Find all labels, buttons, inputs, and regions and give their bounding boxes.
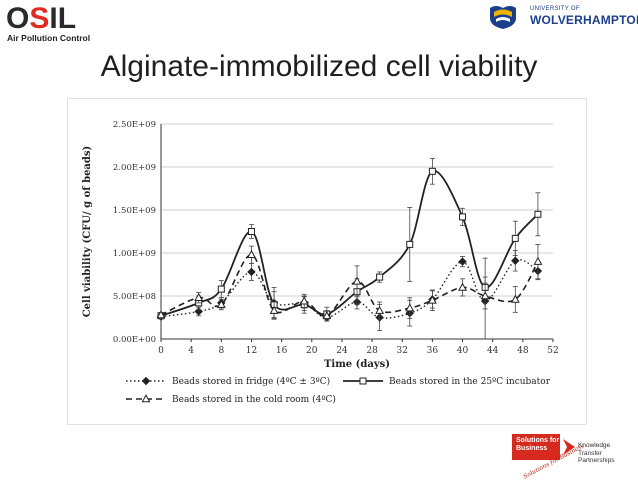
data-point-triangle xyxy=(299,296,309,305)
x-tick-label: 36 xyxy=(427,346,439,356)
series-dashed xyxy=(156,243,543,322)
x-tick-label: 16 xyxy=(276,346,288,356)
legend-label: Beads stored in the 25ºC incubator xyxy=(389,377,551,387)
data-point-diamond xyxy=(511,256,520,265)
y-tick-label: 5.00E+08 xyxy=(113,292,156,302)
ktp-text: Knowledge Transfer Partnerships xyxy=(578,442,638,465)
data-point-square xyxy=(511,234,519,242)
data-point-square xyxy=(247,228,255,235)
data-point-triangle xyxy=(352,276,362,285)
data-point-triangle xyxy=(141,394,151,403)
data-point-triangle xyxy=(458,282,467,291)
x-tick-label: 44 xyxy=(487,346,499,356)
data-point-triangle xyxy=(427,295,437,304)
y-tick-label: 0.00E+00 xyxy=(113,335,156,345)
uow-university-of: UNIVERSITY OF xyxy=(530,6,580,12)
x-tick-label: 52 xyxy=(547,346,558,356)
legend-entry: Beads stored in fridge (4ºC ± 3ºC) xyxy=(126,376,330,387)
ktp-logo: Solutions for Business Solutions for Bus… xyxy=(512,434,638,480)
osil-logo: OSIL Air Pollution Control xyxy=(6,4,106,46)
y-tick-label: 1.00E+09 xyxy=(113,249,156,259)
osil-logo-wordmark: OSIL xyxy=(6,2,77,35)
series-line xyxy=(160,258,539,319)
ktp-line-knowledge: Knowledge xyxy=(578,442,611,449)
x-tick-label: 24 xyxy=(336,346,348,356)
data-point-triangle xyxy=(194,292,204,302)
data-point-square xyxy=(428,167,436,175)
data-point-square xyxy=(359,377,367,385)
data-point-triangle xyxy=(510,294,520,303)
data-point-triangle xyxy=(480,291,490,300)
data-point-diamond xyxy=(141,376,151,386)
uow-crest-icon xyxy=(490,6,516,29)
x-tick-label: 4 xyxy=(188,346,194,356)
ktp-line-partnerships: Partnerships xyxy=(578,457,615,464)
ktp-arrow-icon xyxy=(563,439,575,455)
osil-tagline: Air Pollution Control xyxy=(7,33,91,43)
x-tick-label: 0 xyxy=(158,346,164,356)
x-tick-label: 12 xyxy=(246,346,257,356)
uow-logo: UNIVERSITY OF WOLVERHAMPTON xyxy=(488,4,638,30)
data-point-square xyxy=(534,210,542,218)
data-point-diamond xyxy=(247,267,256,277)
y-axis-label: Cell viability (CFU/ g of beads) xyxy=(82,146,93,318)
data-point-triangle xyxy=(533,256,543,265)
chart-frame: 0.00E+00 5.00E+08 1.00E+09 1.50E+09 2.00E+09… xyxy=(67,98,587,425)
slide-title: Alginate-immobilized cell viability xyxy=(100,50,538,83)
y-tick-label: 2.00E+09 xyxy=(113,163,156,173)
legend-entry: Beads stored in the 25ºC incubator xyxy=(343,377,551,387)
data-point-triangle xyxy=(405,303,415,312)
x-tick-label: 8 xyxy=(218,346,224,356)
data-point-triangle xyxy=(216,299,226,308)
legend-label: Beads stored in the cold room (4ºC) xyxy=(172,394,336,405)
legend-entry: Beads stored in the cold room (4ºC) xyxy=(126,394,336,405)
data-point-triangle xyxy=(156,310,166,319)
x-tick-label: 48 xyxy=(517,346,529,356)
x-tick-label: 20 xyxy=(306,346,318,356)
x-tick-label: 28 xyxy=(366,346,378,356)
data-point-triangle xyxy=(247,249,256,259)
viability-chart: 0.00E+00 5.00E+08 1.00E+09 1.50E+09 2.00E+09… xyxy=(82,120,559,405)
data-point-diamond xyxy=(458,257,467,266)
legend-label: Beads stored in fridge (4ºC ± 3ºC) xyxy=(172,376,330,387)
uow-wolverhampton: WOLVERHAMPTON xyxy=(530,13,638,27)
x-axis-label: Time (days) xyxy=(324,359,390,370)
data-point-square xyxy=(217,285,225,293)
data-point-triangle xyxy=(269,305,279,314)
data-point-square xyxy=(406,240,414,248)
y-tick-label: 2.50E+09 xyxy=(113,120,156,130)
solutions-for-business-badge: Solutions for Business xyxy=(512,434,560,460)
x-tick-label: 32 xyxy=(397,346,408,356)
data-point-triangle xyxy=(322,310,332,320)
osil-logo-text: OSIL xyxy=(6,4,76,34)
data-point-square xyxy=(376,273,384,281)
y-tick-label: 1.50E+09 xyxy=(113,206,156,216)
ktp-line-transfer: Transfer xyxy=(578,449,602,457)
data-point-square xyxy=(459,213,467,221)
x-tick-label: 40 xyxy=(457,346,469,356)
data-point-triangle xyxy=(375,305,385,314)
